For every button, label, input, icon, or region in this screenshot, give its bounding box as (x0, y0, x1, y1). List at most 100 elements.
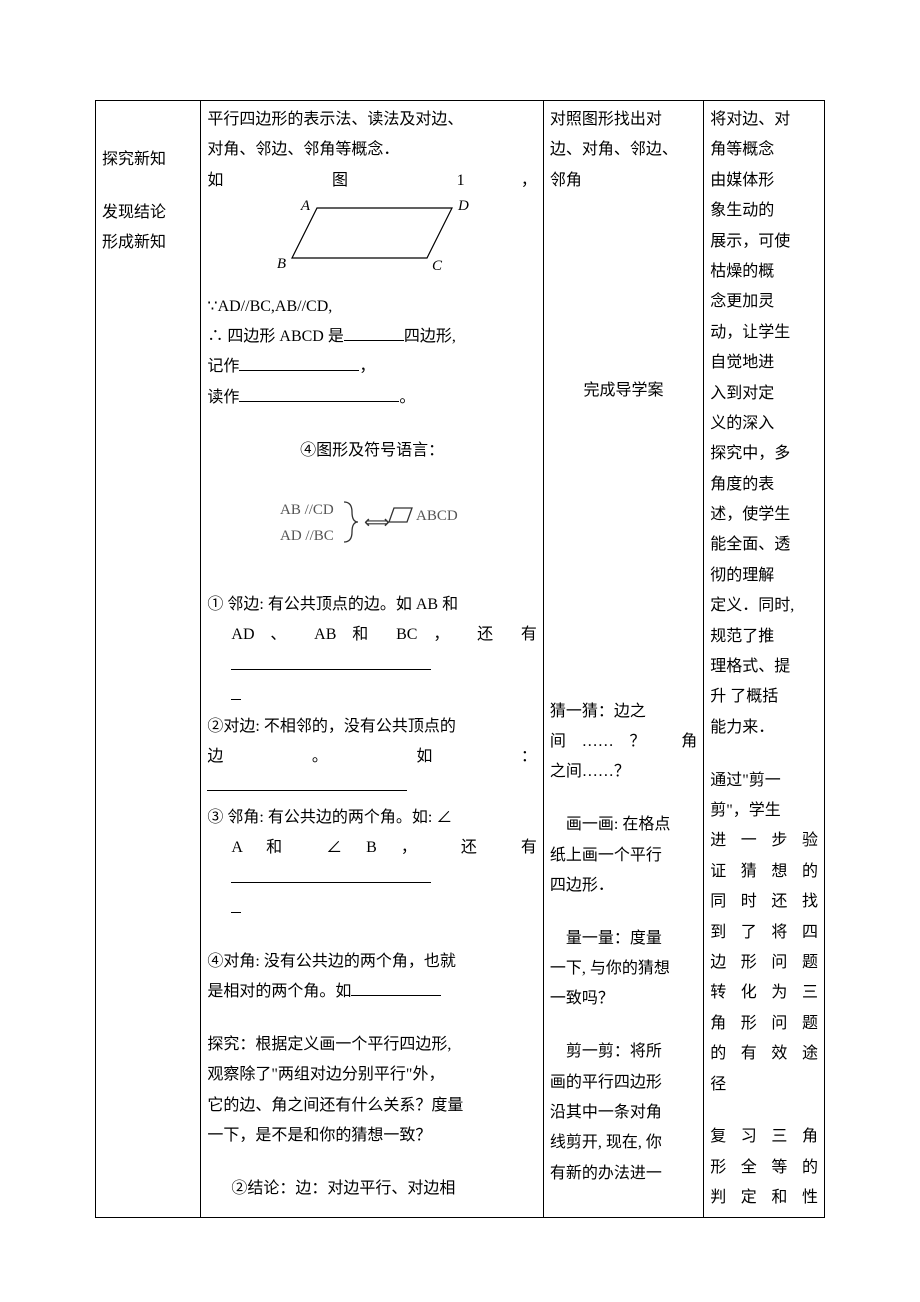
item2-b: 边 。 如 ： (207, 742, 537, 772)
act-p5-l1: 量一量：度量 (550, 924, 697, 954)
svg-text:⟺: ⟺ (364, 512, 390, 532)
d-p3-l2: 形 全 等 的 (710, 1153, 818, 1183)
therefore-line: ∴ 四边形 ABCD 是四边形, (207, 322, 537, 352)
act-p4-l1: 画一画: 在格点 (550, 810, 697, 840)
act-p2: 完成导学案 (550, 376, 697, 406)
act-p1-l2: 边、对角、邻边、 (550, 135, 697, 165)
d-p3-l1: 复 习 三 角 (710, 1122, 818, 1152)
item2-a: ②对边: 不相邻的，没有公共顶点的 (207, 712, 537, 742)
item1-blank (207, 651, 537, 681)
svg-text:B: B (277, 256, 286, 272)
blank (239, 386, 399, 402)
col-activity: 对照图形找出对 边、对角、邻边、 邻角 完成导学案 猜一猜：边之 间……？ 角 … (543, 101, 703, 1218)
svg-text:C: C (432, 258, 443, 274)
blank (231, 897, 241, 913)
d-p1-l5: 展示，可使 (710, 227, 818, 257)
spacer (207, 413, 537, 435)
d-p2-l8: 转 化 为 三 (710, 978, 818, 1008)
item3-b: A 和 ∠ B ， 还 有 (207, 833, 537, 863)
act-p1-l1: 对照图形找出对 (550, 105, 697, 135)
d-p1-l13: 角度的表 (710, 470, 818, 500)
item2-blank (207, 772, 537, 802)
d-p1-l4: 象生动的 (710, 196, 818, 226)
d-p1-l20: 升 了概括 (710, 682, 818, 712)
d-p2-l3: 进 一 步 验 (710, 826, 818, 856)
d-p1-l6: 枯燥的概 (710, 257, 818, 287)
d-p1-l7: 念更加灵 (710, 287, 818, 317)
blank (231, 654, 431, 670)
act-p4-l3: 四边形． (550, 871, 697, 901)
blank (351, 980, 441, 996)
item1-a: ① 邻边: 有公共顶点的边。如 AB 和 (207, 590, 537, 620)
d-p2-l2: 剪"，学生 (710, 796, 818, 826)
act-p1-l3: 邻角 (550, 166, 697, 196)
spacer (207, 1152, 537, 1174)
blank (231, 867, 431, 883)
col-design: 将对边、对 角等概念 由媒体形 象生动的 展示，可使 枯燥的概 念更加灵 动，让… (704, 101, 825, 1218)
spacer (710, 1100, 818, 1122)
act-p5-l2: 一下, 与你的猜想 (550, 954, 697, 984)
svg-text:ABCD: ABCD (416, 508, 458, 524)
explore-l3: 它的边、角之间还有什么关系？度量 (207, 1091, 537, 1121)
d-p2-l10: 的 有 效 途 (710, 1039, 818, 1069)
col-content: 平行四边形的表示法、读法及对边、 对角、邻边、邻角等概念． 如 图 1 ， A … (201, 101, 544, 1218)
d-p1-l8: 动，让学生 (710, 318, 818, 348)
act-p6-l2: 画的平行四边形 (550, 1068, 697, 1098)
act-p6-l3: 沿其中一条对角 (550, 1098, 697, 1128)
d-p1-l15: 能全面、透 (710, 530, 818, 560)
d-p2-l11: 径 (710, 1070, 818, 1100)
d-p1-l17: 定义．同时, (710, 591, 818, 621)
figure-caption: 如 图 1 ， (207, 166, 537, 196)
d-p1-l21: 能力来． (710, 713, 818, 743)
duzuo-line: 读作。 (207, 383, 537, 413)
d-p1-l19: 理格式、提 (710, 652, 818, 682)
blank (344, 325, 404, 341)
d-p1-l11: 义的深入 (710, 409, 818, 439)
d-p1-l9: 自觉地进 (710, 348, 818, 378)
act-p5-l3: 一致吗？ (550, 984, 697, 1014)
parallelogram-figure: A D B C (207, 198, 537, 287)
lesson-table: 探究新知 发现结论 形成新知 平行四边形的表示法、读法及对边、 对角、邻边、邻角… (95, 100, 825, 1218)
act-p6-l4: 线剪开, 现在, 你 (550, 1128, 697, 1158)
spacer (550, 196, 697, 376)
explore-l2: 观察除了"两组对边分别平行"外， (207, 1060, 537, 1090)
svg-text:AD //BC: AD //BC (280, 528, 334, 544)
spacer (207, 924, 537, 946)
item3-blank (207, 864, 537, 894)
d-p1-l2: 角等概念 (710, 135, 818, 165)
parallelogram-icon: A D B C (272, 198, 472, 276)
intro-l1: 平行四边形的表示法、读法及对边、 (207, 105, 537, 135)
act-p3-l1b: 间……？ 角 (550, 727, 697, 757)
d-p2-l1: 通过"剪一 (710, 766, 818, 796)
because-line: ∵AD//BC,AB//CD, (207, 292, 537, 322)
act-p3-l2: 之间……？ (550, 757, 697, 787)
d-p1-l3: 由媒体形 (710, 166, 818, 196)
symbol-title: ④图形及符号语言： (207, 436, 537, 466)
symbol-figure: AB //CD AD //BC ⟺ ABCD (207, 490, 537, 563)
blank (239, 355, 359, 371)
act-p3-l1: 猜一猜：边之 (550, 697, 697, 727)
stage-2-l2: 形成新知 (102, 228, 194, 258)
d-p1-l12: 探究中，多 (710, 439, 818, 469)
spacer (102, 105, 194, 145)
stage-1: 探究新知 (102, 145, 194, 175)
explore-l1: 探究：根据定义画一个平行四边形, (207, 1030, 537, 1060)
stage-2-l1: 发现结论 (102, 198, 194, 228)
intro-l2: 对角、邻边、邻角等概念． (207, 135, 537, 165)
d-p1-l16: 彻的理解 (710, 561, 818, 591)
jizuo-line: 记作， (207, 352, 537, 382)
d-p2-l7: 边 形 问 题 (710, 948, 818, 978)
spacer (710, 743, 818, 765)
item4-b: 是相对的两个角。如 (207, 977, 537, 1007)
spacer (207, 568, 537, 590)
page: 探究新知 发现结论 形成新知 平行四边形的表示法、读法及对边、 对角、邻边、邻角… (0, 0, 920, 1302)
conclusion: ②结论：边：对边平行、对边相 (207, 1174, 537, 1204)
spacer (102, 175, 194, 197)
act-p6-l1: 剪一剪：将所 (550, 1037, 697, 1067)
item4-a: ④对角: 没有公共边的两个角，也就 (207, 947, 537, 977)
blank (231, 684, 241, 700)
d-p1-l14: 述，使学生 (710, 500, 818, 530)
svg-text:A: A (300, 198, 311, 214)
d-p3-l3: 判 定 和 性 (710, 1183, 818, 1213)
d-p2-l4: 证 猜 想 的 (710, 857, 818, 887)
